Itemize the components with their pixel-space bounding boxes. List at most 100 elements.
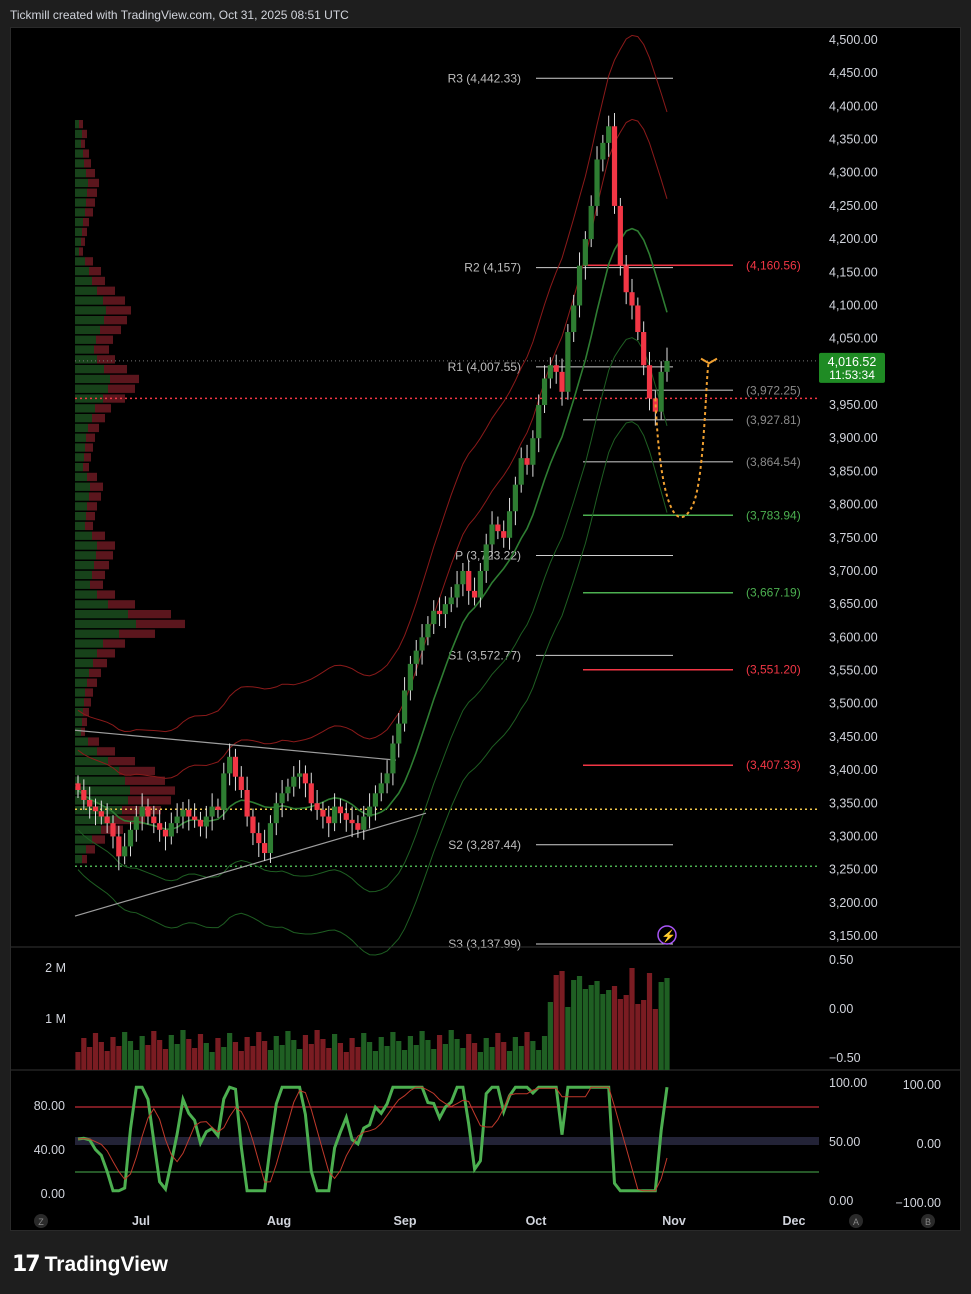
volume-bar bbox=[629, 968, 635, 1070]
profile-bar-down bbox=[89, 267, 101, 276]
volume-bar bbox=[291, 1040, 297, 1070]
profile-bar-down bbox=[81, 237, 85, 246]
pivot-label: S1 (3,572.77) bbox=[448, 648, 521, 662]
volume-bar bbox=[442, 1044, 448, 1070]
candle-body bbox=[547, 365, 553, 379]
candle-body bbox=[308, 783, 314, 804]
price-tick-label: 4,450.00 bbox=[829, 66, 878, 80]
last-price-value: 4,016.52 bbox=[828, 355, 877, 369]
profile-bar-up bbox=[75, 541, 97, 550]
profile-bar-down bbox=[90, 482, 103, 491]
profile-bar-up bbox=[75, 786, 130, 795]
axis-badge bbox=[34, 1214, 48, 1228]
level-label: (3,667.19) bbox=[746, 586, 801, 600]
osc-right-tick: 50.00 bbox=[829, 1135, 860, 1149]
candle-body bbox=[623, 265, 629, 293]
volume-bar bbox=[396, 1041, 402, 1070]
chart-panel[interactable]: R3 (4,442.33) R2 (4,157) R1 (4,007.55) P (3… bbox=[10, 27, 961, 1231]
profile-bar-down bbox=[79, 120, 83, 129]
price-chart[interactable]: R3 (4,442.33)R2 (4,157)R1 (4,007.55)P (3… bbox=[11, 28, 960, 1230]
price-tick-label: 3,250.00 bbox=[829, 863, 878, 877]
volume-bar bbox=[98, 1042, 104, 1070]
profile-bar-up bbox=[75, 737, 88, 746]
profile-bar-up bbox=[75, 237, 81, 246]
profile-bar-down bbox=[100, 325, 121, 335]
profile-bar-down bbox=[90, 580, 103, 589]
time-tick-label: Sep bbox=[394, 1214, 417, 1228]
profile-bar-up bbox=[75, 208, 85, 217]
volume-bar bbox=[431, 1049, 437, 1070]
profile-bar-up bbox=[75, 267, 89, 276]
profile-bar-up bbox=[75, 727, 81, 736]
profile-bar-up bbox=[75, 845, 86, 854]
volume-bar bbox=[652, 1009, 658, 1070]
axis-badge bbox=[849, 1214, 863, 1228]
profile-bar-down bbox=[128, 796, 171, 805]
volume-right-tick: 0.50 bbox=[829, 953, 853, 967]
profile-bar-down bbox=[104, 316, 127, 325]
profile-bar-up bbox=[75, 629, 119, 638]
candle-body bbox=[471, 590, 478, 598]
profile-bar-down bbox=[92, 835, 105, 844]
profile-bar-up bbox=[75, 247, 79, 256]
profile-bar-down bbox=[136, 619, 185, 629]
profile-bar-up bbox=[75, 433, 86, 442]
profile-bar-down bbox=[89, 492, 101, 501]
profile-bar-up bbox=[75, 443, 85, 452]
candle-body bbox=[594, 159, 600, 206]
candle-body bbox=[361, 816, 367, 830]
volume-bar bbox=[267, 1050, 274, 1070]
volume-bar bbox=[227, 1033, 233, 1070]
price-tick-label: 4,150.00 bbox=[829, 265, 878, 279]
price-tick-label: 3,650.00 bbox=[829, 597, 878, 611]
pivot-label: R2 (4,157) bbox=[464, 261, 521, 275]
volume-bar bbox=[343, 1052, 349, 1070]
profile-bar-up bbox=[75, 639, 103, 648]
volume-bar bbox=[384, 1046, 390, 1070]
volume-bar bbox=[145, 1045, 151, 1070]
price-tick-label: 3,700.00 bbox=[829, 564, 878, 578]
price-tick-label: 4,350.00 bbox=[829, 133, 878, 147]
volume-bar bbox=[506, 1051, 513, 1070]
volume-bar bbox=[477, 1052, 483, 1070]
volume-bar bbox=[104, 1051, 110, 1070]
profile-bar-up bbox=[75, 600, 108, 609]
candle-body bbox=[600, 142, 606, 160]
volume-bar bbox=[139, 1036, 145, 1070]
level-label: (3,407.33) bbox=[746, 758, 801, 772]
volume-bar bbox=[168, 1035, 174, 1070]
candle-body bbox=[285, 786, 291, 794]
profile-bar-up bbox=[75, 345, 94, 354]
profile-bar-down bbox=[94, 345, 109, 354]
profile-bar-up bbox=[75, 717, 82, 727]
candle-body bbox=[279, 793, 285, 804]
level-label: (3,551.20) bbox=[746, 663, 801, 677]
candle-body bbox=[139, 806, 145, 817]
profile-bar-up bbox=[75, 610, 128, 619]
candle-body bbox=[413, 650, 419, 664]
tradingview-logo[interactable]: 17 TradingView bbox=[12, 1252, 168, 1277]
candle-body bbox=[442, 604, 448, 615]
candle-body bbox=[384, 773, 390, 784]
profile-bar-up bbox=[75, 708, 83, 717]
profile-bar-down bbox=[130, 786, 175, 795]
candle-body bbox=[390, 743, 396, 774]
candle-body bbox=[122, 846, 128, 857]
candle-body bbox=[314, 803, 320, 810]
candle-body bbox=[495, 524, 501, 532]
candle-body bbox=[401, 690, 408, 724]
profile-bar-up bbox=[75, 453, 84, 462]
volume-profile bbox=[75, 120, 185, 864]
price-tick-label: 3,150.00 bbox=[829, 929, 878, 943]
axis-badge-label: B bbox=[925, 1217, 931, 1227]
profile-bar-up bbox=[75, 590, 97, 599]
candle-body bbox=[320, 809, 326, 817]
volume-bar bbox=[331, 1034, 338, 1070]
candle-body bbox=[273, 803, 279, 824]
bollinger-bands bbox=[74, 34, 668, 956]
candle-body bbox=[256, 833, 262, 844]
profile-bar-up bbox=[75, 482, 90, 491]
volume-bar bbox=[75, 1052, 81, 1070]
volume-bar bbox=[460, 1048, 466, 1070]
pivot-label: S2 (3,287.44) bbox=[448, 838, 521, 852]
